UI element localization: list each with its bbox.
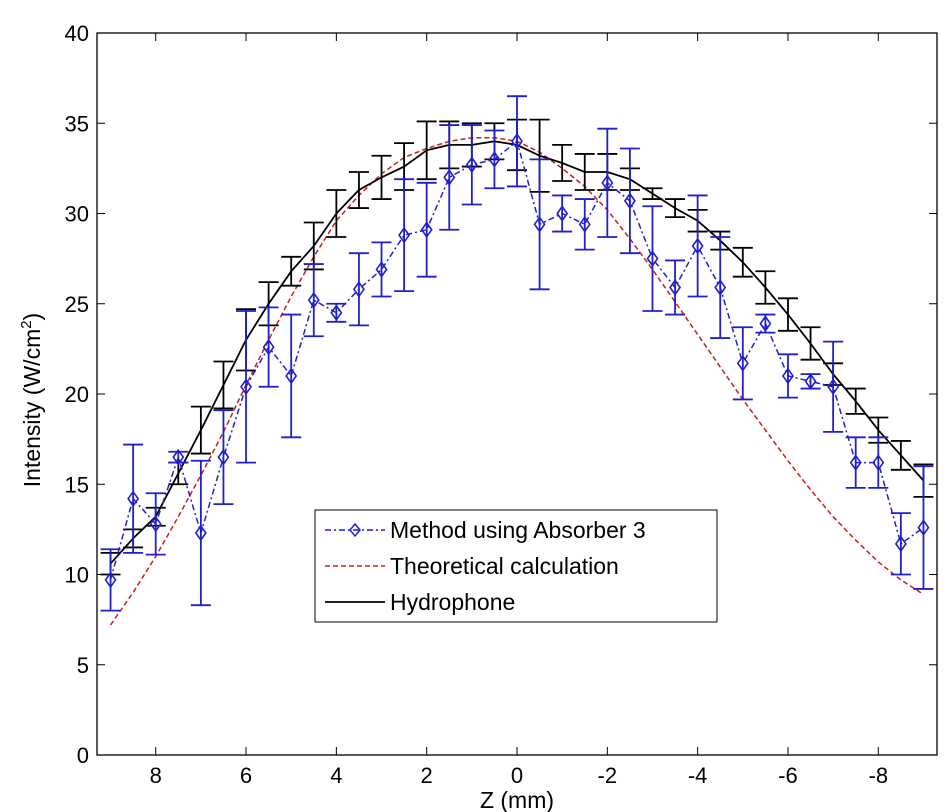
data-point bbox=[804, 372, 817, 390]
y-axis-label-close: ) bbox=[19, 313, 45, 321]
data-point bbox=[669, 279, 682, 296]
data-point bbox=[398, 226, 411, 244]
data-point bbox=[194, 524, 207, 542]
data-point bbox=[149, 515, 162, 533]
legend-label-absorber: Method using Absorber 3 bbox=[390, 517, 646, 543]
x-tick-label: 8 bbox=[150, 763, 162, 788]
x-tick-label: -2 bbox=[598, 763, 618, 788]
y-tick-label: 25 bbox=[65, 292, 89, 317]
y-tick-label: 40 bbox=[65, 21, 89, 46]
data-point bbox=[849, 454, 862, 471]
y-tick-label: 10 bbox=[65, 563, 89, 588]
y-axis-label-main: Intensity (W/cm bbox=[19, 329, 45, 487]
y-axis-label: Intensity (W/cm2) bbox=[18, 313, 45, 487]
legend: Method using Absorber 3 Theoretical calc… bbox=[314, 509, 718, 623]
data-point bbox=[488, 150, 501, 168]
data-point bbox=[759, 315, 772, 332]
legend-label-hydrophone: Hydrophone bbox=[390, 589, 515, 615]
data-point bbox=[691, 237, 704, 255]
x-axis-label: Z (mm) bbox=[480, 787, 554, 812]
y-tick-label: 20 bbox=[65, 382, 89, 407]
data-point bbox=[533, 215, 546, 233]
x-tick-label: 0 bbox=[511, 763, 523, 788]
y-tick-label: 30 bbox=[65, 202, 89, 227]
data-point bbox=[375, 261, 388, 278]
data-point bbox=[104, 571, 117, 589]
data-point bbox=[623, 192, 636, 210]
data-point bbox=[827, 378, 840, 396]
data-point bbox=[894, 535, 907, 553]
data-point bbox=[917, 519, 930, 536]
x-tick-label: -4 bbox=[688, 763, 708, 788]
x-tick-label: 6 bbox=[240, 763, 252, 788]
x-tick-label: -6 bbox=[778, 763, 798, 788]
data-point bbox=[420, 221, 433, 239]
legend-marker-absorber bbox=[349, 522, 361, 538]
data-point bbox=[172, 448, 185, 466]
data-point bbox=[601, 174, 614, 192]
data-point bbox=[330, 304, 343, 322]
data-point bbox=[714, 279, 727, 296]
data-point bbox=[262, 338, 275, 356]
series-layer bbox=[100, 95, 934, 626]
series-method-using-absorber-3 bbox=[100, 95, 934, 612]
data-point bbox=[307, 291, 320, 309]
y-tick-label: 15 bbox=[65, 472, 89, 497]
data-point bbox=[443, 169, 456, 186]
y-tick-label: 5 bbox=[77, 653, 89, 678]
data-point bbox=[736, 354, 749, 372]
x-tick-label: -8 bbox=[869, 763, 889, 788]
data-point bbox=[578, 215, 591, 233]
y-tick-label: 35 bbox=[65, 111, 89, 136]
data-point bbox=[285, 367, 298, 385]
data-point bbox=[465, 156, 478, 174]
data-point bbox=[781, 367, 794, 385]
x-tick-label: 4 bbox=[330, 763, 342, 788]
data-point bbox=[352, 280, 365, 298]
data-point bbox=[646, 250, 659, 268]
data-point bbox=[240, 378, 253, 396]
x-tick-label: 2 bbox=[421, 763, 433, 788]
y-axis-label-superscript: 2 bbox=[18, 320, 35, 328]
data-point bbox=[511, 132, 523, 150]
data-point bbox=[872, 454, 885, 471]
y-tick-label: 0 bbox=[77, 743, 89, 768]
data-point bbox=[127, 490, 140, 508]
data-point bbox=[556, 205, 569, 222]
data-point bbox=[217, 448, 230, 466]
legend-label-theoretical: Theoretical calculation bbox=[390, 553, 619, 579]
